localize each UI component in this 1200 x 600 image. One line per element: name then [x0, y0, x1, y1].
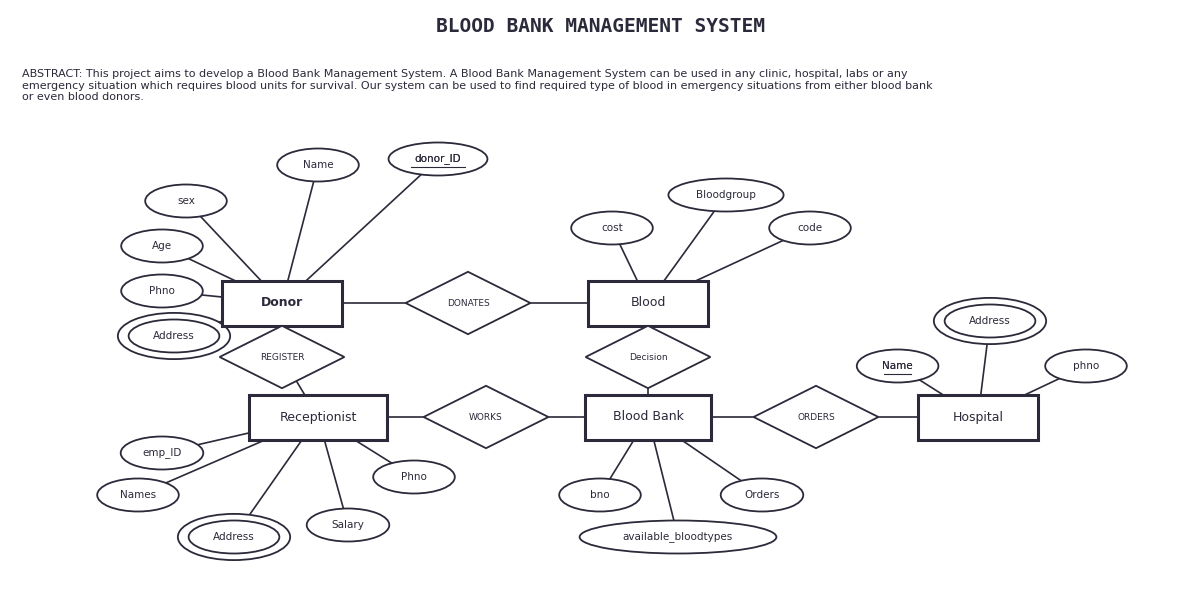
- Text: donor_ID: donor_ID: [415, 154, 461, 164]
- Ellipse shape: [559, 479, 641, 511]
- Ellipse shape: [277, 148, 359, 181]
- Polygon shape: [220, 326, 344, 388]
- Polygon shape: [406, 272, 530, 334]
- Text: code: code: [798, 223, 822, 233]
- Text: ORDERS: ORDERS: [797, 413, 835, 421]
- Text: available_bloodtypes: available_bloodtypes: [623, 532, 733, 542]
- Text: Blood Bank: Blood Bank: [612, 410, 684, 424]
- Text: bno: bno: [590, 490, 610, 500]
- Text: cost: cost: [601, 223, 623, 233]
- Ellipse shape: [934, 298, 1046, 344]
- Ellipse shape: [145, 185, 227, 217]
- Text: Decision: Decision: [629, 352, 667, 361]
- Text: Address: Address: [970, 316, 1010, 326]
- Ellipse shape: [1045, 349, 1127, 383]
- Text: Phno: Phno: [149, 286, 175, 296]
- Ellipse shape: [571, 211, 653, 245]
- Text: phno: phno: [1073, 361, 1099, 371]
- Text: ABSTRACT: This project aims to develop a Blood Bank Management System. A Blood B: ABSTRACT: This project aims to develop a…: [22, 69, 932, 102]
- Text: Orders: Orders: [744, 490, 780, 500]
- FancyBboxPatch shape: [918, 395, 1038, 439]
- Text: BLOOD BANK MANAGEMENT SYSTEM: BLOOD BANK MANAGEMENT SYSTEM: [436, 17, 764, 37]
- Text: emp_ID: emp_ID: [143, 448, 181, 458]
- Ellipse shape: [721, 479, 803, 511]
- Text: Address: Address: [214, 532, 254, 542]
- Text: Bloodgroup: Bloodgroup: [696, 190, 756, 200]
- Ellipse shape: [118, 313, 230, 359]
- Text: donor_ID: donor_ID: [415, 154, 461, 164]
- Ellipse shape: [769, 211, 851, 245]
- Ellipse shape: [373, 461, 455, 493]
- Text: sex: sex: [178, 196, 194, 206]
- Ellipse shape: [307, 509, 389, 541]
- Ellipse shape: [121, 437, 203, 469]
- Text: Name: Name: [882, 361, 913, 371]
- Ellipse shape: [944, 304, 1036, 337]
- Text: Phno: Phno: [401, 472, 427, 482]
- Ellipse shape: [121, 229, 203, 263]
- Ellipse shape: [668, 179, 784, 211]
- Text: Salary: Salary: [331, 520, 365, 530]
- Ellipse shape: [580, 520, 776, 553]
- FancyBboxPatch shape: [586, 395, 710, 439]
- Ellipse shape: [389, 142, 487, 175]
- Polygon shape: [586, 326, 710, 388]
- Text: Names: Names: [120, 490, 156, 500]
- Text: DONATES: DONATES: [446, 298, 490, 307]
- Text: Name: Name: [302, 160, 334, 170]
- Text: WORKS: WORKS: [469, 413, 503, 421]
- Ellipse shape: [97, 479, 179, 511]
- FancyBboxPatch shape: [222, 280, 342, 325]
- Text: Receptionist: Receptionist: [280, 410, 356, 424]
- FancyBboxPatch shape: [250, 395, 386, 439]
- Text: Donor: Donor: [260, 296, 304, 310]
- Ellipse shape: [188, 520, 280, 553]
- Ellipse shape: [178, 514, 290, 560]
- Text: REGISTER: REGISTER: [259, 352, 305, 361]
- Ellipse shape: [121, 275, 203, 307]
- Ellipse shape: [128, 319, 220, 352]
- Text: Name: Name: [882, 361, 913, 371]
- Text: Blood: Blood: [630, 296, 666, 310]
- Polygon shape: [424, 386, 548, 448]
- Text: Age: Age: [152, 241, 172, 251]
- Text: Address: Address: [154, 331, 194, 341]
- Text: Hospital: Hospital: [953, 410, 1003, 424]
- Ellipse shape: [857, 349, 938, 383]
- FancyBboxPatch shape: [588, 280, 708, 325]
- Polygon shape: [754, 386, 878, 448]
